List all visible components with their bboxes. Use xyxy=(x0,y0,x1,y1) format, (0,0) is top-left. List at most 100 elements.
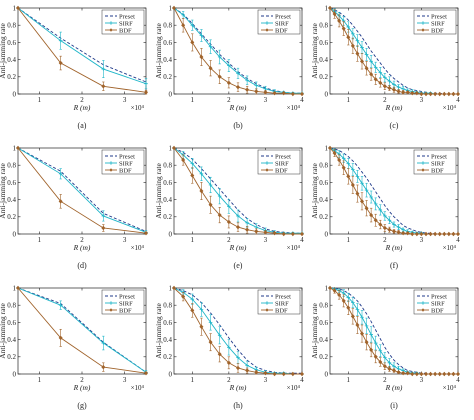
marker-bdf xyxy=(181,22,186,28)
marker-bdf xyxy=(433,91,438,97)
y-tick-label: 0.6 xyxy=(7,319,16,327)
x-multiplier: ×10⁴ xyxy=(131,384,145,392)
x-multiplier: ×10⁴ xyxy=(287,104,301,112)
marker-bdf xyxy=(442,371,447,377)
marker-bdf xyxy=(433,371,438,377)
marker-bdf xyxy=(171,5,177,11)
x-axis-label: R (m) xyxy=(229,383,247,392)
y-tick-label: 0.4 xyxy=(7,56,16,64)
y-axis-label: Anti-jamming rate xyxy=(154,303,163,359)
marker-sirf xyxy=(355,307,360,312)
y-tick-label: 0.8 xyxy=(7,22,16,30)
marker-sirf xyxy=(392,364,396,369)
marker-sirf xyxy=(383,214,387,218)
legend-label-sirf: SIRF xyxy=(431,160,445,167)
marker-sirf xyxy=(181,13,185,17)
y-tick-label: 0.8 xyxy=(7,162,16,170)
marker-sirf xyxy=(355,174,360,179)
marker-bdf xyxy=(433,231,438,237)
marker-bdf xyxy=(355,191,360,196)
x-tick-label: 1 xyxy=(191,236,195,244)
marker-sirf xyxy=(190,161,195,166)
series-line-sirf xyxy=(17,287,147,373)
y-tick-label: 0.4 xyxy=(163,196,172,204)
marker-bdf xyxy=(58,335,63,341)
subplot-e: 0 0.2 0.4 0.6 0.8 1 1 2 3 4 R (m) ×10⁴ Anti-jamming … xyxy=(154,144,304,270)
marker-sirf xyxy=(346,161,351,166)
marker-sirf xyxy=(373,341,378,345)
y-tick-label: 0 xyxy=(13,230,17,238)
x-tick-label: 1 xyxy=(38,96,42,104)
marker-sirf xyxy=(227,63,231,68)
marker-bdf xyxy=(369,71,374,77)
y-tick-label: 0.8 xyxy=(163,22,172,30)
subplot-caption: (h) xyxy=(233,401,243,410)
legend-box xyxy=(101,149,145,175)
marker-bdf xyxy=(327,145,333,151)
marker-bdf xyxy=(245,87,250,92)
legend-label-sirf: SIRF xyxy=(119,300,133,307)
marker-bdf xyxy=(299,371,305,377)
marker-bdf xyxy=(245,227,250,232)
x-tick-label: 3 xyxy=(420,236,424,244)
marker-bdf xyxy=(410,231,415,237)
legend-marker xyxy=(109,161,113,165)
marker-bdf xyxy=(101,84,106,89)
legend-label-bdf: BDF xyxy=(431,307,444,314)
y-tick-label: 0.4 xyxy=(7,196,16,204)
marker-bdf xyxy=(337,292,342,298)
marker-bdf xyxy=(446,231,451,237)
marker-bdf xyxy=(401,230,406,236)
marker-bdf xyxy=(346,305,351,311)
x-tick-label: 1 xyxy=(38,376,42,384)
x-multiplier: ×10⁴ xyxy=(287,384,301,392)
marker-bdf xyxy=(263,370,268,376)
marker-sirf xyxy=(101,214,106,218)
x-tick-label: 2 xyxy=(227,236,231,244)
marker-bdf xyxy=(428,91,433,97)
legend-label-preset: Preset xyxy=(119,293,135,300)
legend-marker xyxy=(421,168,425,172)
marker-bdf xyxy=(369,347,374,353)
y-tick-label: 0.2 xyxy=(163,213,172,221)
marker-sirf xyxy=(199,33,204,38)
marker-bdf xyxy=(226,219,231,225)
marker-sirf xyxy=(383,355,387,360)
marker-bdf xyxy=(359,199,365,204)
legend-marker xyxy=(421,308,425,312)
marker-bdf xyxy=(190,308,195,313)
marker-sirf xyxy=(364,324,369,328)
y-tick-label: 0.6 xyxy=(163,179,172,187)
y-tick-label: 0.8 xyxy=(163,302,172,310)
marker-sirf xyxy=(236,355,240,360)
marker-bdf xyxy=(378,80,383,86)
legend-marker xyxy=(109,28,113,32)
y-tick-label: 0.6 xyxy=(319,319,328,327)
marker-bdf xyxy=(101,364,106,370)
subplot-caption: (b) xyxy=(233,121,243,130)
legend-label-preset: Preset xyxy=(275,153,291,160)
marker-sirf xyxy=(245,221,249,225)
marker-bdf xyxy=(254,89,259,94)
marker-bdf xyxy=(181,294,186,299)
y-tick-label: 0 xyxy=(325,90,329,98)
legend-marker xyxy=(109,301,113,305)
marker-bdf xyxy=(199,54,204,60)
marker-bdf xyxy=(15,5,21,11)
legend-marker xyxy=(109,21,113,25)
subplot-c: 0 0.2 0.4 0.6 0.8 1 1 2 3 4 R (m) ×10⁴ Anti-jamming … xyxy=(310,4,460,130)
marker-bdf xyxy=(143,90,149,95)
marker-sirf xyxy=(387,361,392,365)
marker-sirf xyxy=(341,156,346,161)
marker-bdf xyxy=(451,371,456,377)
marker-bdf xyxy=(446,371,451,377)
y-tick-label: 1 xyxy=(325,4,329,12)
marker-bdf xyxy=(143,230,149,236)
marker-bdf xyxy=(437,91,442,97)
legend-marker xyxy=(109,168,113,172)
x-tick-label: 4 xyxy=(456,96,460,104)
x-tick-label: 1 xyxy=(347,96,351,104)
